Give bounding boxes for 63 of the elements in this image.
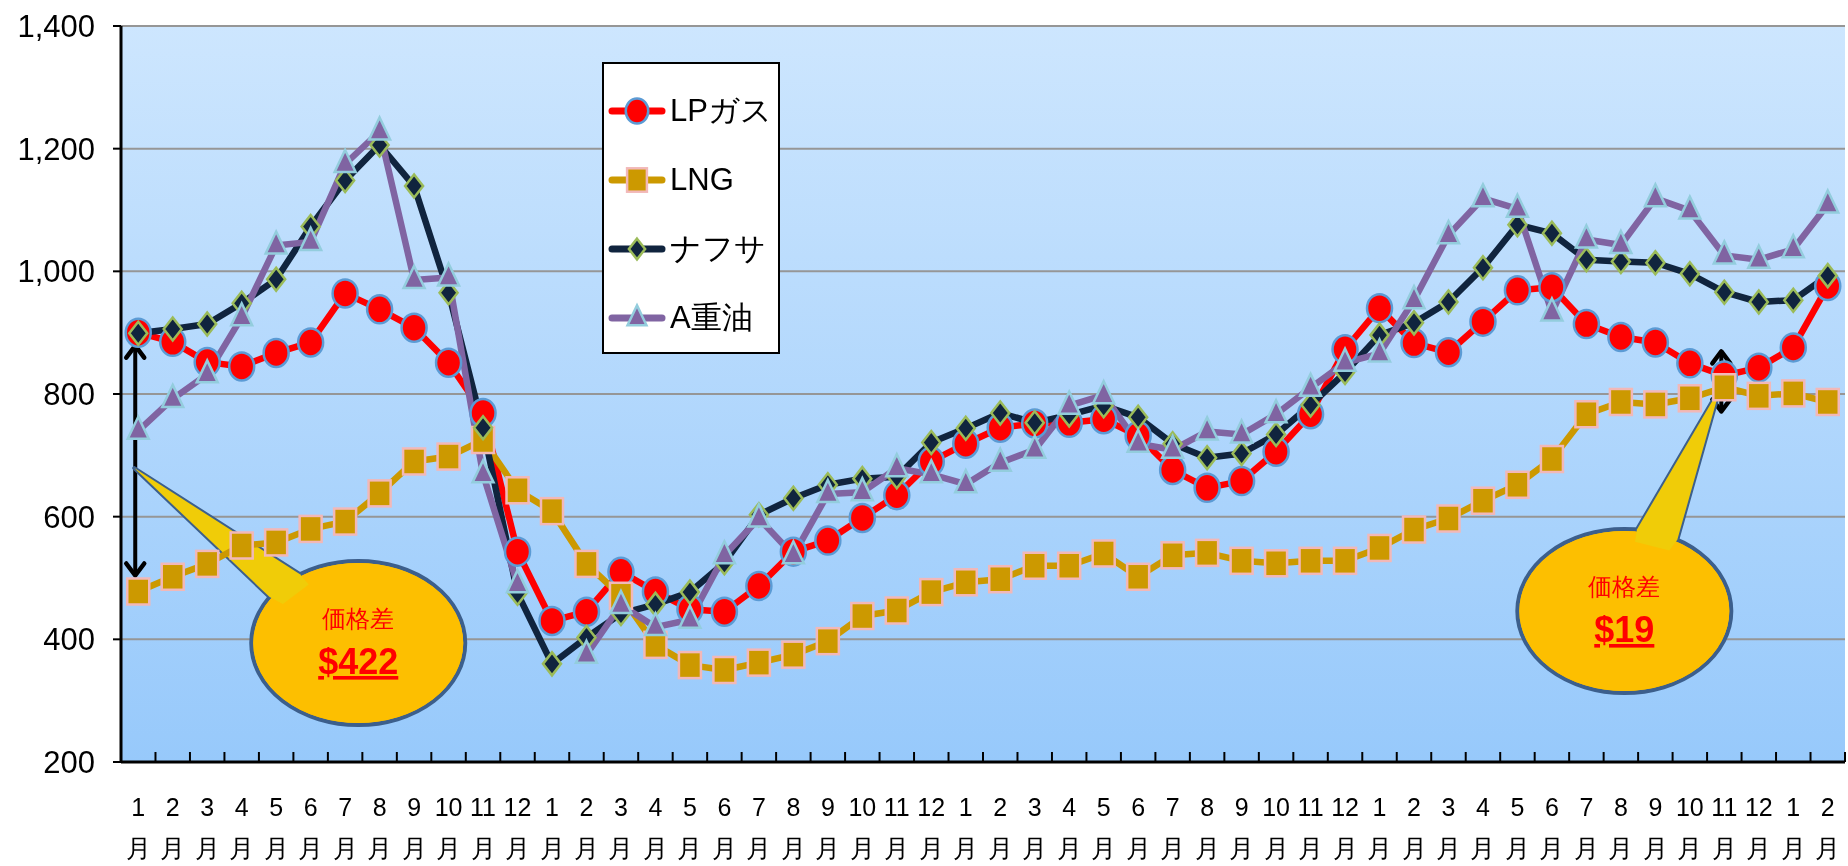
x-tick-label: 7月 bbox=[332, 793, 358, 862]
x-tick-label: 9月 bbox=[1642, 793, 1668, 862]
legend-label: LPガス bbox=[670, 91, 772, 130]
x-tick-label: 10月 bbox=[848, 793, 877, 862]
legend-label: LNG bbox=[670, 161, 734, 198]
x-tick-label: 4月 bbox=[1470, 793, 1496, 862]
x-tick-label: 5月 bbox=[1504, 793, 1530, 862]
x-tick-label: 5月 bbox=[1091, 793, 1117, 862]
x-tick-label: 10月 bbox=[1675, 793, 1704, 862]
x-tick-label: 2月 bbox=[1401, 793, 1427, 862]
x-tick-label: 6月 bbox=[711, 793, 737, 862]
x-tick-label: 1月 bbox=[125, 793, 151, 862]
y-tick-label: 1,400 bbox=[17, 9, 95, 45]
y-tick-label: 200 bbox=[43, 745, 95, 781]
x-tick-label: 9月 bbox=[1229, 793, 1255, 862]
y-tick-label: 600 bbox=[43, 499, 95, 535]
x-tick-label: 1月 bbox=[539, 793, 565, 862]
x-tick-label: 12月 bbox=[1331, 793, 1359, 862]
x-tick-label: 6月 bbox=[1539, 793, 1565, 862]
x-tick-label: 5月 bbox=[263, 793, 289, 862]
legend-label: A重油 bbox=[670, 298, 753, 337]
x-tick-label: 2月 bbox=[160, 793, 186, 862]
x-tick-label: 11月 bbox=[1711, 793, 1738, 862]
x-tick-label: 12月 bbox=[503, 793, 532, 862]
annotation: 価格差 $422 bbox=[318, 605, 399, 682]
y-tick-label: 1,000 bbox=[17, 254, 95, 290]
x-tick-label: 8月 bbox=[780, 793, 806, 862]
x-tick-label: 10月 bbox=[1262, 793, 1290, 862]
y-tick-label: 1,200 bbox=[17, 131, 95, 167]
x-tick-label: 7月 bbox=[1573, 793, 1599, 862]
x-tick-label: 3月 bbox=[194, 793, 220, 862]
x-tick-label: 11月 bbox=[470, 793, 497, 862]
x-tick-label: 3月 bbox=[608, 793, 634, 862]
x-tick-label: 11月 bbox=[1297, 793, 1324, 862]
x-tick-label: 10月 bbox=[434, 793, 463, 862]
annotation: 価格差 $19 bbox=[1588, 573, 1661, 650]
x-tick-label: 2月 bbox=[1815, 793, 1841, 862]
x-tick-label: 12月 bbox=[1744, 793, 1773, 862]
x-tick-label: 4月 bbox=[229, 793, 255, 862]
x-tick-label: 3月 bbox=[1435, 793, 1461, 862]
x-tick-label: 11月 bbox=[883, 793, 910, 862]
x-tick-label: 9月 bbox=[815, 793, 841, 862]
x-tick-label: 4月 bbox=[642, 793, 668, 862]
y-tick-label: 400 bbox=[43, 622, 95, 658]
x-tick-label: 2月 bbox=[987, 793, 1013, 862]
x-tick-label: 6月 bbox=[298, 793, 324, 862]
x-tick-label: 12月 bbox=[917, 793, 946, 862]
legend-label: ナフサ bbox=[670, 229, 766, 268]
x-tick-label: 1月 bbox=[1367, 793, 1393, 862]
x-tick-label: 8月 bbox=[1194, 793, 1220, 862]
x-tick-label: 1月 bbox=[1780, 793, 1806, 862]
x-tick-label: 8月 bbox=[367, 793, 393, 862]
x-tick-label: 7月 bbox=[746, 793, 772, 862]
y-tick-label: 800 bbox=[43, 377, 95, 413]
x-tick-label: 5月 bbox=[677, 793, 703, 862]
x-tick-label: 6月 bbox=[1125, 793, 1151, 862]
x-tick-label: 9月 bbox=[401, 793, 427, 862]
x-tick-label: 2月 bbox=[573, 793, 599, 862]
x-tick-label: 7月 bbox=[1160, 793, 1186, 862]
x-tick-label: 3月 bbox=[1022, 793, 1048, 862]
x-tick-label: 1月 bbox=[953, 793, 979, 862]
x-tick-label: 8月 bbox=[1608, 793, 1634, 862]
x-tick-label: 4月 bbox=[1056, 793, 1082, 862]
